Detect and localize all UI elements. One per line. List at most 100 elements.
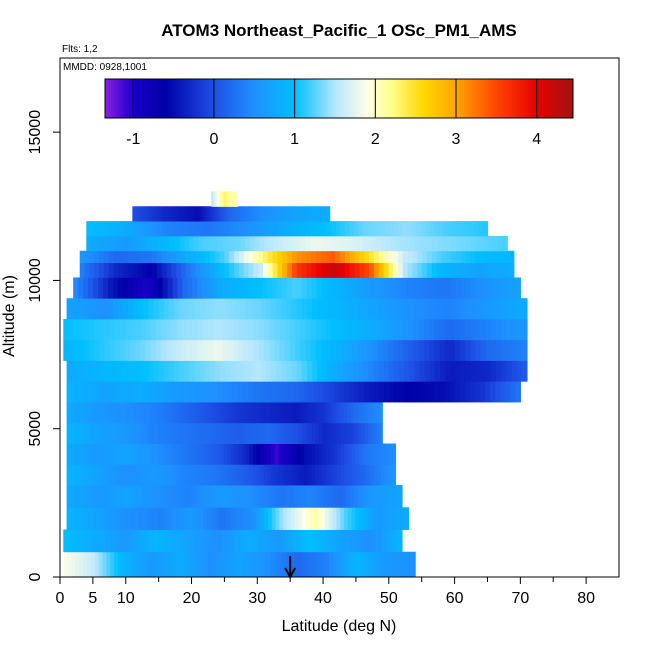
heatmap-cell <box>356 318 363 341</box>
heatmap-cell <box>85 485 90 508</box>
heatmap-cell <box>291 262 298 278</box>
heatmap-cell <box>490 381 496 403</box>
heatmap-cell <box>233 206 236 222</box>
heatmap-cell <box>328 507 334 530</box>
heatmap-cell <box>320 318 327 341</box>
heatmap-cell <box>126 221 132 237</box>
heatmap-cell <box>253 250 259 264</box>
heatmap-cell <box>252 277 258 299</box>
colorbar-tick-label: 0 <box>209 131 218 148</box>
heatmap-cell <box>317 551 322 577</box>
heatmap-cell <box>501 318 507 341</box>
heatmap-cell <box>424 298 431 320</box>
heatmap-cell <box>101 422 106 444</box>
heatmap-cell <box>219 262 226 278</box>
heatmap-cell <box>184 206 188 222</box>
heatmap-cell <box>216 464 221 486</box>
heatmap-cell <box>108 529 113 553</box>
heatmap-cell <box>309 206 313 222</box>
heatmap-cell <box>426 262 433 278</box>
heatmap-cell <box>156 262 163 278</box>
heatmap-cell <box>227 381 234 403</box>
heatmap-cell <box>248 402 254 424</box>
heatmap-cell <box>117 464 122 486</box>
heatmap-cell <box>274 339 281 361</box>
heatmap-cell <box>169 206 173 222</box>
heatmap-cell <box>187 443 192 465</box>
heatmap-cell <box>511 360 518 382</box>
heatmap-cell <box>266 298 272 320</box>
heatmap-cell <box>371 529 377 553</box>
heatmap-cell <box>371 422 376 444</box>
heatmap-cell <box>269 221 275 237</box>
heatmap-cell <box>287 250 293 264</box>
heatmap-cell <box>156 485 161 508</box>
heatmap-cell <box>319 485 325 508</box>
heatmap-cell <box>373 250 380 264</box>
heatmap-cell <box>295 221 301 237</box>
heatmap-cell <box>248 339 255 361</box>
heatmap-cell <box>89 507 94 530</box>
heatmap-cell <box>238 402 243 424</box>
heatmap-cell <box>459 381 466 403</box>
heatmap-cell <box>121 443 126 465</box>
heatmap-cell <box>125 443 130 465</box>
heatmap-cell <box>147 277 154 299</box>
heatmap-cell <box>271 443 276 465</box>
heatmap-cell <box>403 318 410 341</box>
heatmap-cell <box>329 235 335 252</box>
heatmap-cell <box>289 443 294 465</box>
heatmap-cell <box>390 235 396 252</box>
heatmap-cell <box>127 277 134 299</box>
heatmap-cell <box>262 250 269 264</box>
heatmap-cell <box>104 507 109 530</box>
heatmap-cell <box>373 360 380 382</box>
heatmap-cell <box>445 360 451 382</box>
heatmap-cell <box>134 529 140 553</box>
heatmap-cell <box>93 277 99 299</box>
heatmap-cell <box>321 507 326 530</box>
heatmap-cell <box>153 221 159 237</box>
heatmap-cell <box>496 318 502 341</box>
heatmap-cell <box>191 507 197 530</box>
heatmap-cell <box>189 485 194 508</box>
heatmap-cell <box>184 221 190 237</box>
heatmap-cell <box>143 464 148 486</box>
heatmap-cell <box>117 381 123 403</box>
heatmap-cell <box>330 250 336 264</box>
heatmap-cell <box>485 381 491 403</box>
heatmap-cell <box>294 402 299 424</box>
heatmap-cell <box>398 318 404 341</box>
heatmap-cell <box>387 485 392 508</box>
heatmap-cell <box>269 318 276 341</box>
heatmap-cell <box>362 507 368 530</box>
heatmap-cell <box>336 422 341 444</box>
heatmap-cell <box>153 507 159 530</box>
heatmap-cell <box>493 235 499 252</box>
heatmap-cell <box>197 381 204 403</box>
heatmap-cell <box>384 464 389 486</box>
heatmap-cell <box>258 381 264 403</box>
heatmap-cell <box>280 422 285 444</box>
heatmap-cell <box>340 262 346 278</box>
heatmap-cell <box>170 485 176 508</box>
heatmap-cell <box>460 250 467 264</box>
heatmap-cell <box>270 529 275 553</box>
heatmap-cell <box>259 206 263 222</box>
heatmap-cell <box>189 402 194 424</box>
heatmap-cell <box>322 360 329 382</box>
heatmap-cell <box>253 339 260 361</box>
heatmap-cell <box>346 485 351 508</box>
colorbar-tick-label: 4 <box>532 131 541 148</box>
heatmap-cell <box>297 485 302 508</box>
heatmap-cell <box>235 298 242 320</box>
heatmap-cell <box>337 298 344 320</box>
heatmap-cell <box>168 464 174 486</box>
heatmap-cell <box>355 443 360 465</box>
heatmap-cell <box>143 402 148 424</box>
heatmap-cell <box>107 298 114 320</box>
heatmap-cell <box>204 360 211 382</box>
heatmap-cell <box>119 402 124 424</box>
heatmap-cell <box>158 360 165 382</box>
heatmap-cell <box>127 250 134 264</box>
